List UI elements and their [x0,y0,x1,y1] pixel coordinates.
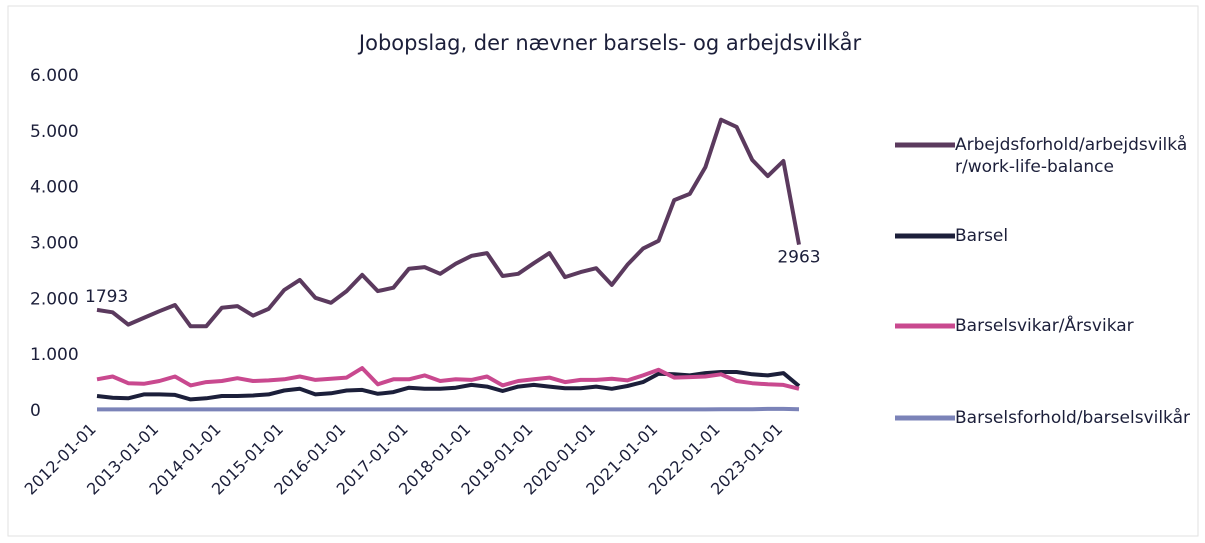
series-line [96,370,801,402]
y-tick-label: 2.000 [30,289,79,309]
y-tick-label: 0 [30,401,41,421]
y-tick-label: 3.000 [30,234,79,254]
y-tick-label: 5.000 [30,122,79,142]
legend-label: Barselsvikar/Årsvikar [955,316,1134,336]
series-line [97,406,800,412]
y-tick-label: 4.000 [30,178,79,198]
data-label: 2963 [777,248,820,268]
legend-label: Barselsforhold/barselsvilkår [955,408,1191,428]
chart-frame [7,5,1199,537]
y-tick-label: 6.000 [30,66,79,86]
data-label: 1793 [85,287,128,307]
series-line [96,117,801,329]
legend-label: Barsel [955,226,1009,246]
series-line [96,366,800,391]
y-tick-label: 1.000 [30,345,79,365]
legend-label: Arbejdsforhold/arbejdsvilkår/work-life-b… [955,135,1188,177]
chart-title: Jobopslag, der nævner barsels- og arbejd… [357,30,862,55]
